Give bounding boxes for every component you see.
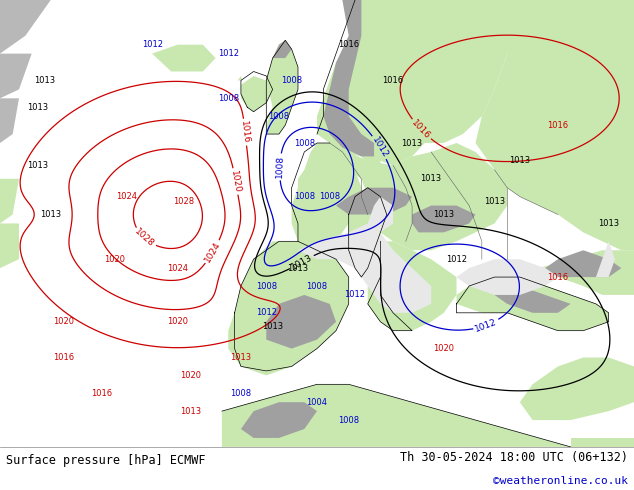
Text: 1008: 1008 bbox=[294, 139, 315, 147]
Text: 1013: 1013 bbox=[598, 219, 619, 228]
Polygon shape bbox=[241, 402, 317, 438]
Polygon shape bbox=[558, 89, 634, 152]
Text: 1008: 1008 bbox=[268, 112, 290, 121]
Text: 1008: 1008 bbox=[281, 76, 302, 85]
Polygon shape bbox=[456, 259, 558, 295]
Text: 1012: 1012 bbox=[446, 255, 467, 264]
Text: 1013: 1013 bbox=[230, 353, 252, 362]
Polygon shape bbox=[273, 40, 292, 58]
Polygon shape bbox=[368, 196, 393, 232]
Polygon shape bbox=[292, 143, 361, 250]
Text: 1016: 1016 bbox=[53, 353, 74, 362]
Polygon shape bbox=[476, 0, 634, 250]
Polygon shape bbox=[336, 188, 412, 215]
Polygon shape bbox=[495, 286, 571, 313]
Text: 1013: 1013 bbox=[420, 174, 442, 183]
Text: ©weatheronline.co.uk: ©weatheronline.co.uk bbox=[493, 475, 628, 486]
Text: 1013: 1013 bbox=[509, 156, 531, 166]
Text: 1016: 1016 bbox=[338, 40, 359, 49]
Text: 1012: 1012 bbox=[370, 135, 389, 159]
Text: 1012: 1012 bbox=[344, 291, 366, 299]
Polygon shape bbox=[0, 223, 19, 268]
Text: 1020: 1020 bbox=[167, 317, 188, 326]
Text: 1024: 1024 bbox=[203, 240, 223, 264]
Text: 1020: 1020 bbox=[433, 344, 455, 353]
Polygon shape bbox=[238, 76, 242, 80]
Text: 1028: 1028 bbox=[173, 196, 195, 206]
Polygon shape bbox=[152, 45, 216, 72]
Polygon shape bbox=[330, 143, 507, 250]
Text: 1028: 1028 bbox=[133, 227, 156, 249]
Polygon shape bbox=[0, 179, 19, 223]
Polygon shape bbox=[539, 250, 634, 295]
Polygon shape bbox=[317, 0, 482, 165]
Polygon shape bbox=[368, 241, 456, 331]
Text: 1012: 1012 bbox=[256, 308, 277, 318]
Text: 1016: 1016 bbox=[239, 120, 251, 144]
Text: 1013: 1013 bbox=[401, 139, 423, 147]
Text: 1016: 1016 bbox=[91, 389, 112, 398]
Polygon shape bbox=[361, 152, 380, 170]
Polygon shape bbox=[0, 0, 51, 53]
Polygon shape bbox=[596, 241, 615, 277]
Text: 1008: 1008 bbox=[256, 281, 277, 291]
Polygon shape bbox=[323, 0, 374, 156]
Text: 1013: 1013 bbox=[262, 322, 283, 331]
Text: 1008: 1008 bbox=[217, 94, 239, 103]
Text: 1024: 1024 bbox=[116, 192, 138, 201]
Text: 1008: 1008 bbox=[338, 416, 359, 424]
Polygon shape bbox=[456, 277, 609, 331]
Polygon shape bbox=[0, 98, 19, 143]
Text: 1020: 1020 bbox=[103, 255, 125, 264]
Text: 1020: 1020 bbox=[53, 317, 74, 326]
Polygon shape bbox=[241, 76, 273, 112]
Text: 1012: 1012 bbox=[217, 49, 239, 58]
Polygon shape bbox=[266, 40, 298, 134]
Text: 1024: 1024 bbox=[167, 264, 188, 272]
Text: 1020: 1020 bbox=[179, 371, 201, 380]
Text: Surface pressure [hPa] ECMWF: Surface pressure [hPa] ECMWF bbox=[6, 454, 206, 467]
Text: 1013: 1013 bbox=[179, 407, 201, 416]
Polygon shape bbox=[571, 438, 634, 447]
Text: 1013: 1013 bbox=[40, 210, 61, 219]
Text: 1016: 1016 bbox=[410, 118, 432, 141]
Polygon shape bbox=[545, 250, 621, 277]
Text: 1008: 1008 bbox=[306, 281, 328, 291]
Text: 1016: 1016 bbox=[382, 76, 404, 85]
Text: 1008: 1008 bbox=[319, 192, 340, 201]
Text: 1013: 1013 bbox=[287, 264, 309, 272]
Polygon shape bbox=[349, 188, 387, 277]
Text: 1013: 1013 bbox=[27, 161, 49, 170]
Polygon shape bbox=[520, 358, 634, 420]
Text: 1016: 1016 bbox=[547, 272, 569, 282]
Polygon shape bbox=[298, 223, 431, 313]
Text: 1013: 1013 bbox=[290, 253, 314, 271]
Polygon shape bbox=[361, 0, 520, 143]
Text: 1008: 1008 bbox=[230, 389, 252, 398]
Polygon shape bbox=[222, 384, 571, 447]
Polygon shape bbox=[412, 206, 476, 232]
Polygon shape bbox=[228, 241, 349, 375]
Text: Th 30-05-2024 18:00 UTC (06+132): Th 30-05-2024 18:00 UTC (06+132) bbox=[399, 451, 628, 464]
Text: 1004: 1004 bbox=[306, 398, 328, 407]
Text: 1012: 1012 bbox=[141, 40, 163, 49]
Text: 1013: 1013 bbox=[34, 76, 55, 85]
Text: 1013: 1013 bbox=[27, 103, 49, 112]
Text: 1013: 1013 bbox=[433, 210, 455, 219]
Text: 1008: 1008 bbox=[275, 155, 285, 178]
Text: 1016: 1016 bbox=[547, 121, 569, 130]
Text: 1013: 1013 bbox=[484, 196, 505, 206]
Text: 1012: 1012 bbox=[474, 317, 498, 333]
Polygon shape bbox=[266, 295, 336, 348]
Polygon shape bbox=[0, 53, 32, 98]
Text: 1008: 1008 bbox=[294, 192, 315, 201]
Text: 1020: 1020 bbox=[229, 170, 242, 194]
